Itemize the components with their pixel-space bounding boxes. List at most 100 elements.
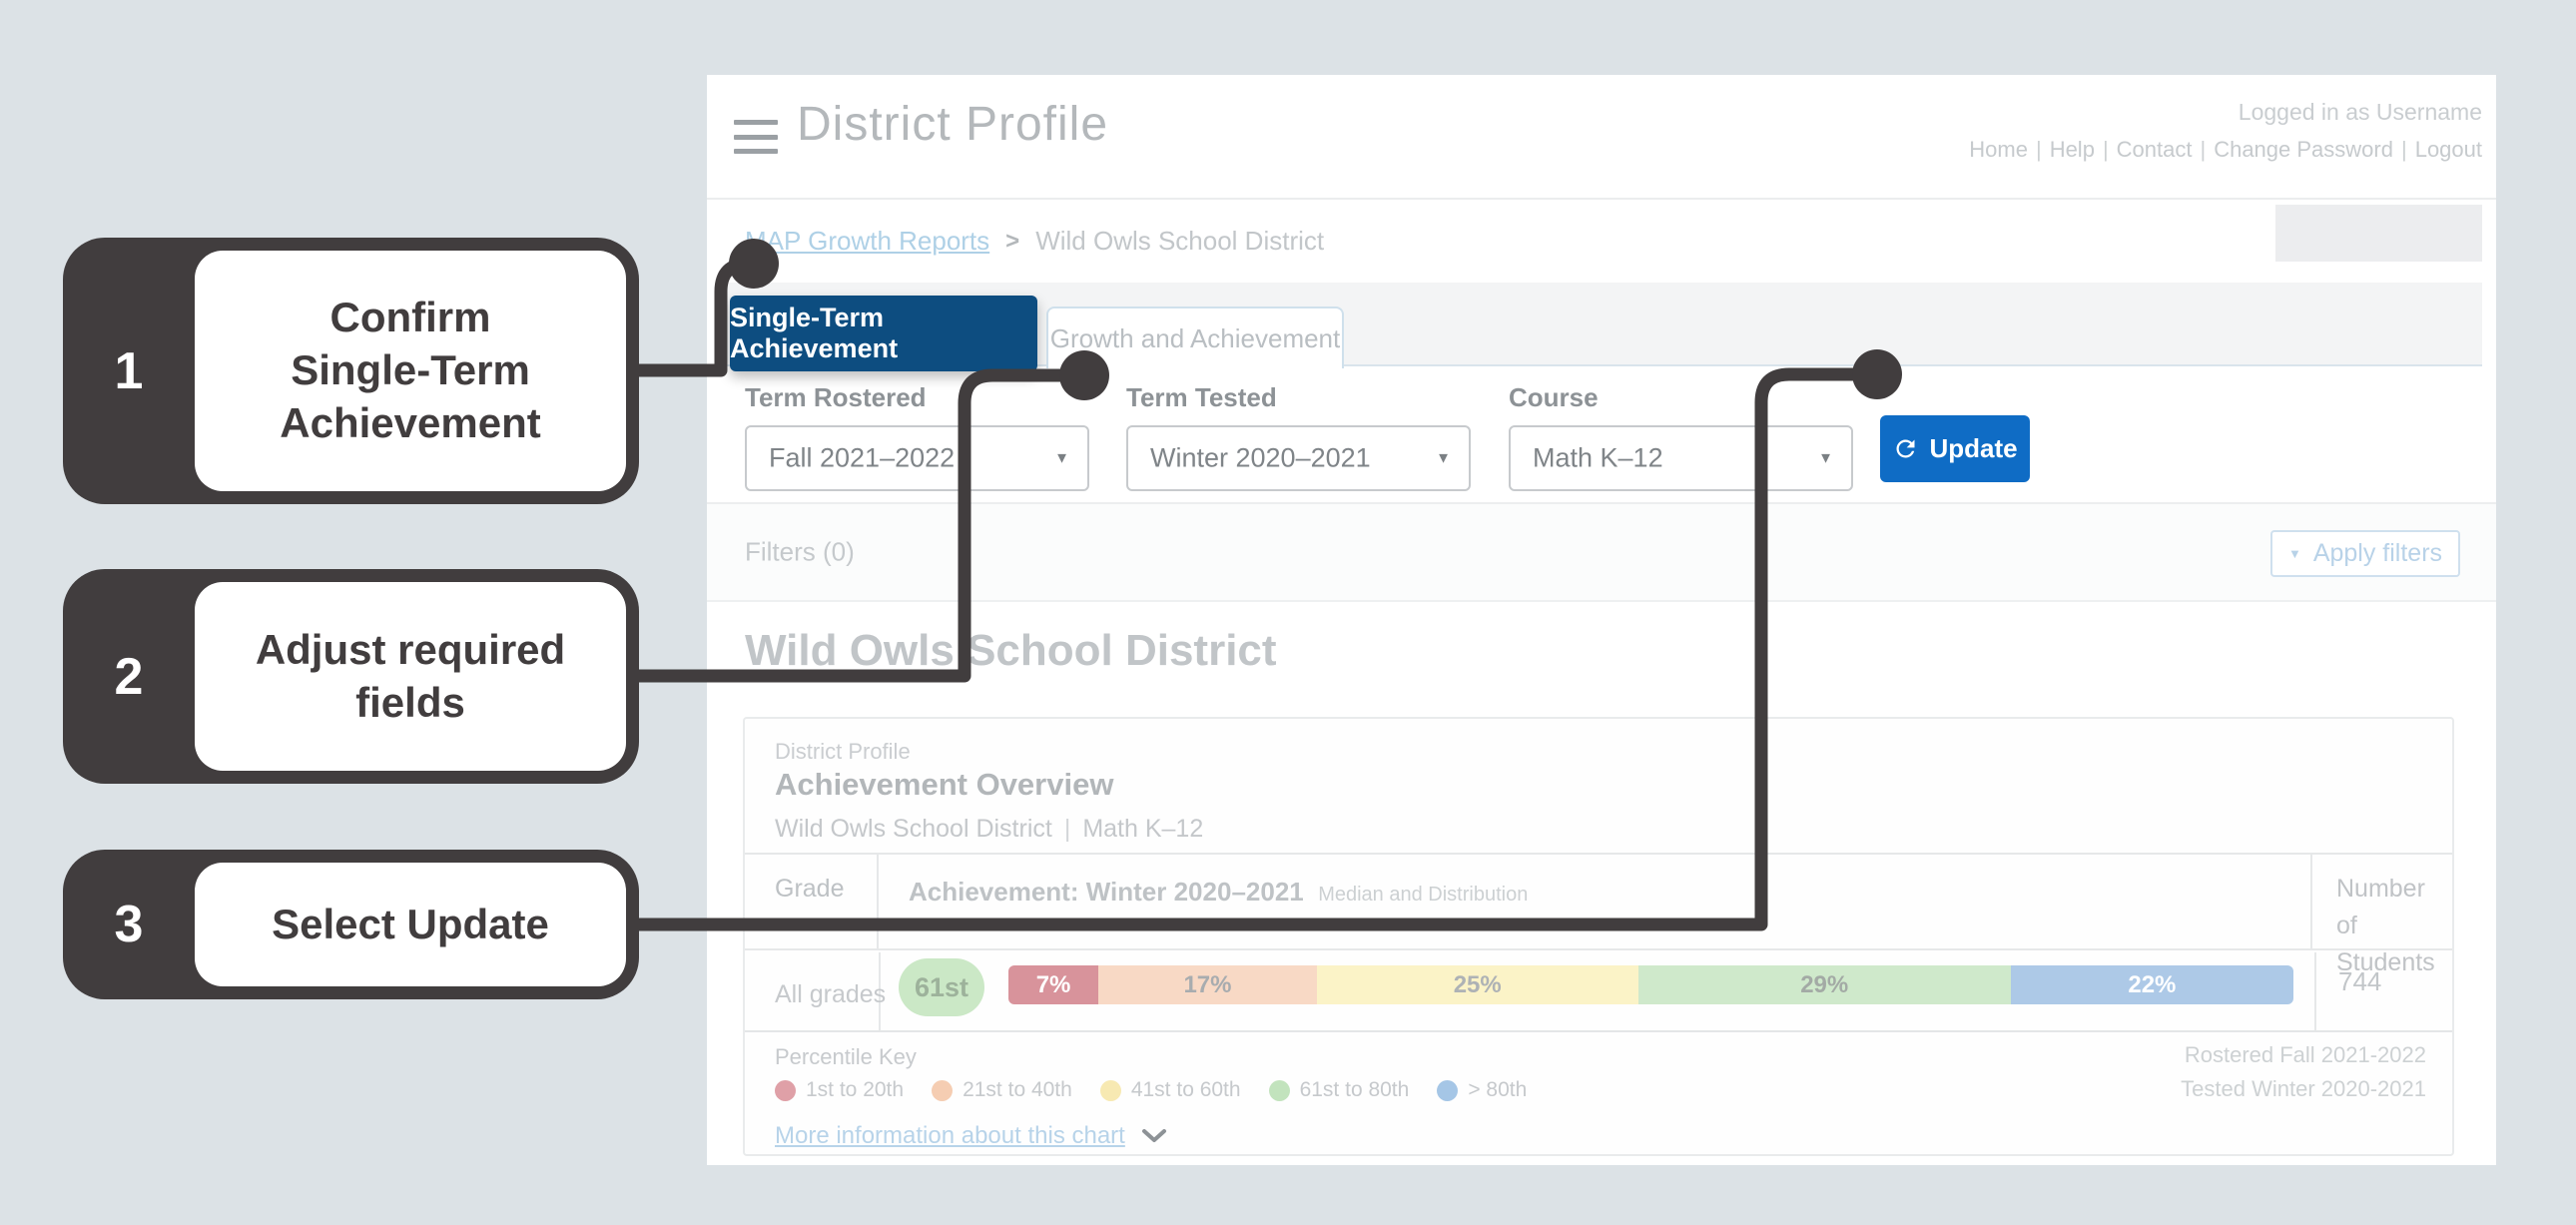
filters-count-label: Filters (0) [745, 536, 855, 567]
apply-filters-button[interactable]: ▼ Apply filters [2270, 530, 2460, 577]
legend-label: > 80th [1468, 1078, 1528, 1101]
legend-label: 21st to 40th [963, 1078, 1072, 1101]
achievement-overview-card: District Profile Achievement Overview Wi… [743, 717, 2454, 1156]
callout-2-text: Adjust required fields [195, 582, 626, 771]
district-heading: Wild Owls School District [745, 626, 1277, 675]
course-label: Course [1509, 382, 1599, 412]
callout-2-number: 2 [114, 647, 144, 706]
legend-label: 41st to 60th [1130, 1078, 1241, 1101]
percentile-key-legend: 1st to 20th 21st to 40th 41st to 60th 61… [775, 1078, 1527, 1102]
column-divider [2314, 952, 2316, 1030]
achievement-column-title: Achievement: Winter 2020–2021 [909, 877, 1304, 907]
card-subtitle-course: Math K–12 [1082, 815, 1204, 843]
field-term-tested: Term Tested Winter 2020–2021 ▼ [1126, 366, 1471, 491]
refresh-icon [1896, 439, 1915, 458]
apply-filters-label: Apply filters [2312, 539, 2443, 567]
breadcrumb-current: Wild Owls School District [1035, 226, 1325, 256]
term-rostered-value: Fall 2021–2022 [769, 442, 956, 473]
callout-step-2: 2 Adjust required fields [63, 569, 639, 784]
nav-separator: | [2102, 137, 2109, 162]
filters-bar: Filters (0) ▼ Apply filters [707, 504, 2496, 602]
breadcrumb: MAP Growth Reports > Wild Owls School Di… [707, 200, 2496, 283]
update-button[interactable]: Update [1880, 415, 2030, 482]
caret-down-icon: ▼ [1436, 449, 1451, 467]
tab-growth-and-achievement[interactable]: Growth and Achievement [1046, 306, 1344, 368]
bar-segment-41st-60th: 25% [1316, 965, 1638, 1004]
legend-dot-blue [1437, 1079, 1459, 1101]
nav-link-help[interactable]: Help [2049, 137, 2095, 162]
legend-dot-green [1268, 1079, 1290, 1101]
utility-nav: Home | Help | Contact | Change Password | Logout [1969, 137, 2482, 163]
term-tested-value: Winter 2020–2021 [1150, 442, 1371, 473]
card-eyebrow: District Profile [775, 739, 911, 764]
callout-1-line: Confirm [329, 294, 491, 341]
callout-1-line: Achievement [280, 398, 541, 446]
legend-label: 1st to 20th [806, 1078, 905, 1101]
logged-in-status: Logged in as Username [2238, 99, 2482, 125]
card-subtitle: Wild Owls School District | Math K–12 [775, 815, 1203, 844]
caret-down-icon: ▼ [2287, 546, 2301, 561]
menu-icon[interactable] [734, 120, 778, 154]
report-options-row: Term Rostered Fall 2021–2022 ▼ Term Test… [707, 366, 2496, 504]
bar-segment-1st-20th: 7% [1008, 965, 1099, 1004]
median-percentile-badge: 61st [899, 958, 984, 1016]
chevron-down-icon [1141, 1129, 1166, 1142]
more-information-label: More information about this chart [775, 1122, 1125, 1149]
legend-dot-orange [932, 1079, 954, 1101]
legend-dot-yellow [1099, 1079, 1121, 1101]
achievement-distribution-bar: 7% 17% 25% 29% 22% [1008, 965, 2293, 1004]
subtitle-separator: | [1063, 815, 1071, 843]
legend-item: > 80th [1437, 1078, 1527, 1102]
tested-term-note: Tested Winter 2020-2021 [2181, 1076, 2426, 1101]
breadcrumb-separator-icon: > [1005, 227, 1020, 255]
legend-item: 61st to 80th [1268, 1078, 1410, 1102]
nav-separator: | [2035, 137, 2042, 162]
course-select[interactable]: Math K–12 ▼ [1509, 425, 1853, 491]
callout-2-line: Adjust required [255, 625, 566, 673]
callout-3-line: Select Update [272, 900, 549, 947]
nav-link-logout[interactable]: Logout [2414, 137, 2482, 162]
term-tested-label: Term Tested [1126, 382, 1277, 412]
rostered-term-note: Rostered Fall 2021-2022 [2184, 1042, 2426, 1067]
legend-dot-red [775, 1079, 796, 1101]
column-divider [879, 952, 881, 1030]
column-header-number-of-students: Number of Students [2310, 855, 2452, 976]
table-row: All grades 61st 7% 17% 25% 29% 22% 744 [745, 952, 2452, 1032]
breadcrumb-link-map-growth-reports[interactable]: MAP Growth Reports [745, 226, 990, 256]
callout-step-1: 1 Confirm Single-Term Achievement [63, 238, 639, 504]
students-header-line2: Students [2336, 948, 2435, 976]
legend-item: 41st to 60th [1099, 1078, 1241, 1102]
column-header-achievement: Achievement: Winter 2020–2021 Median and… [879, 855, 2310, 948]
nav-link-contact[interactable]: Contact [2116, 137, 2193, 162]
students-header-line1: Number of [2336, 875, 2425, 939]
app-header: District Profile Logged in as Username H… [707, 75, 2496, 200]
bar-segment-21st-40th: 17% [1098, 965, 1317, 1004]
callout-1-number: 1 [114, 341, 144, 400]
field-term-rostered: Term Rostered Fall 2021–2022 ▼ [745, 366, 1089, 491]
legend-item: 1st to 20th [775, 1078, 904, 1102]
nav-separator: | [2200, 137, 2207, 162]
table-header-row: Grade Achievement: Winter 2020–2021 Medi… [745, 853, 2452, 976]
callout-step-3: 3 Select Update [63, 850, 639, 999]
nav-link-home[interactable]: Home [1969, 137, 2028, 162]
course-value: Math K–12 [1533, 442, 1663, 473]
term-tested-select[interactable]: Winter 2020–2021 ▼ [1126, 425, 1471, 491]
card-subtitle-district: Wild Owls School District [775, 815, 1052, 843]
callout-1-line: Single-Term [291, 346, 530, 394]
legend-label: 61st to 80th [1299, 1078, 1410, 1101]
term-rostered-select[interactable]: Fall 2021–2022 ▼ [745, 425, 1089, 491]
legend-item: 21st to 40th [932, 1078, 1072, 1102]
tab-single-term-achievement[interactable]: Single-Term Achievement [730, 296, 1037, 371]
achievement-column-subtitle: Median and Distribution [1318, 884, 1529, 906]
update-button-label: Update [1929, 433, 2018, 463]
row-grade-label: All grades [775, 980, 887, 1008]
page-title: District Profile [797, 98, 1109, 151]
callout-1-text: Confirm Single-Term Achievement [195, 251, 626, 491]
bar-segment-gt-80th: 22% [2010, 965, 2293, 1004]
percentile-key-title: Percentile Key [775, 1044, 917, 1069]
more-information-link[interactable]: More information about this chart [775, 1122, 1167, 1150]
nav-link-change-password[interactable]: Change Password [2214, 137, 2393, 162]
field-course: Course Math K–12 ▼ [1509, 366, 1853, 491]
term-rostered-label: Term Rostered [745, 382, 927, 412]
district-profile-app-window: District Profile Logged in as Username H… [707, 75, 2496, 1165]
